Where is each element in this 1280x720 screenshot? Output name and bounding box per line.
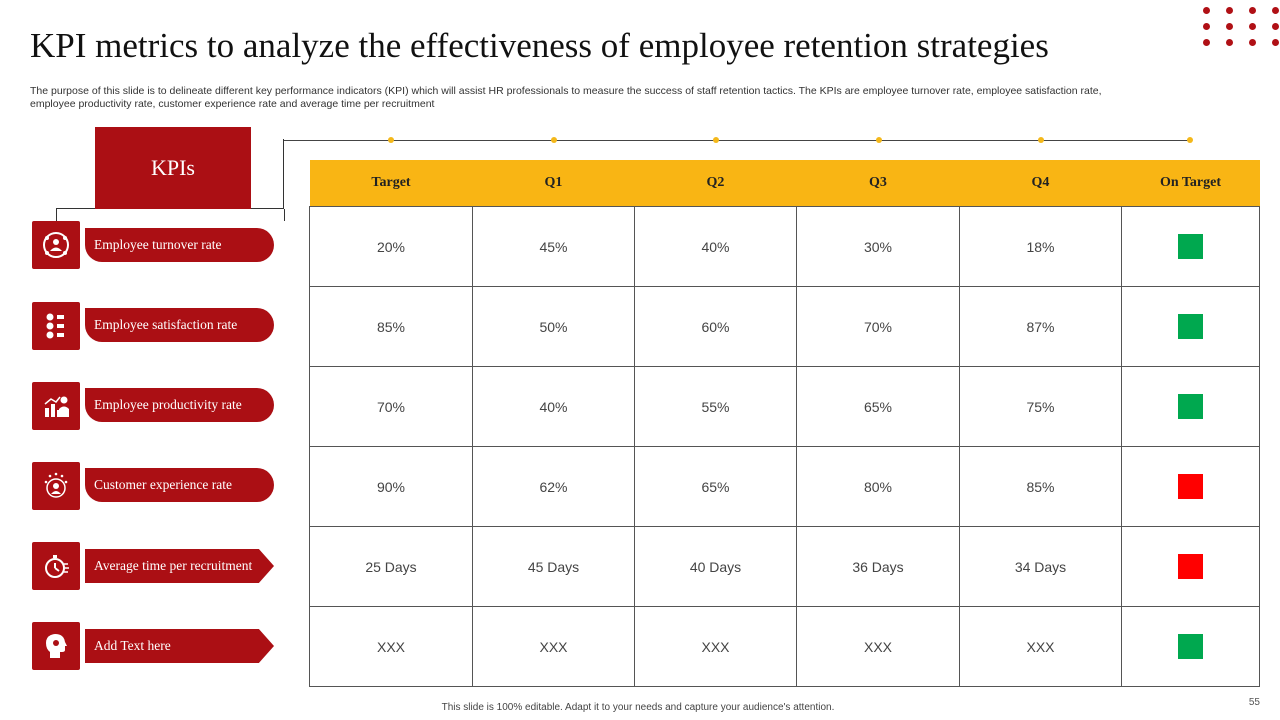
table-cell: 85% — [309, 286, 473, 367]
table-cell: XXX — [472, 606, 635, 687]
rating-faces-icon — [32, 302, 80, 350]
table-cell: 70% — [309, 366, 473, 447]
table-cell: 18% — [959, 206, 1122, 287]
table-cell-status — [1121, 206, 1260, 287]
kpi-table: Target Q1 Q2 Q3 Q4 On Target 20% 45% 40%… — [309, 160, 1260, 687]
table-cell: 34 Days — [959, 526, 1122, 607]
table-cell: 85% — [959, 446, 1122, 527]
kpi-label-turnover: Employee turnover rate — [85, 228, 274, 262]
productivity-chart-icon — [32, 382, 80, 430]
slide-title: KPI metrics to analyze the effectiveness… — [30, 26, 1049, 65]
people-cycle-icon — [32, 221, 80, 269]
table-cell: 65% — [634, 446, 797, 527]
page-number: 55 — [1248, 697, 1260, 708]
table-cell: 80% — [796, 446, 960, 527]
timeline-line — [284, 139, 1191, 141]
timeline-dot — [1187, 137, 1193, 143]
stopwatch-icon — [32, 542, 80, 590]
table-row: 90% 62% 65% 80% 85% — [309, 446, 1260, 527]
column-header-target: Target — [309, 160, 473, 207]
customer-stars-icon — [32, 462, 80, 510]
timeline-dot — [876, 137, 882, 143]
table-cell: 60% — [634, 286, 797, 367]
table-cell: 75% — [959, 366, 1122, 447]
column-header-q2: Q2 — [634, 160, 797, 207]
status-square — [1178, 394, 1203, 419]
table-cell: 30% — [796, 206, 960, 287]
timeline-dot — [713, 137, 719, 143]
table-cell: 70% — [796, 286, 960, 367]
column-header-q4: Q4 — [959, 160, 1122, 207]
column-header-q1: Q1 — [472, 160, 635, 207]
table-cell: 40% — [472, 366, 635, 447]
table-cell: XXX — [634, 606, 797, 687]
status-square — [1178, 314, 1203, 339]
kpi-label-customer-experience: Customer experience rate — [85, 468, 274, 502]
footer-text: This slide is 100% editable. Adapt it to… — [441, 702, 835, 713]
table-row: 20% 45% 40% 30% 18% — [309, 206, 1260, 287]
table-cell-status — [1121, 366, 1260, 447]
table-cell: 40 Days — [634, 526, 797, 607]
table-cell: 55% — [634, 366, 797, 447]
kpi-label-add-text: Add Text here — [85, 629, 274, 663]
table-header-row: Target Q1 Q2 Q3 Q4 On Target — [309, 160, 1260, 207]
column-header-q3: Q3 — [796, 160, 960, 207]
table-cell: 62% — [472, 446, 635, 527]
kpi-connector-line — [283, 139, 284, 209]
kpis-header: KPIs — [95, 127, 251, 209]
table-cell: 45% — [472, 206, 635, 287]
table-cell: 40% — [634, 206, 797, 287]
slide-subtitle: The purpose of this slide is to delineat… — [30, 85, 1102, 110]
kpi-label-recruitment-time: Average time per recruitment — [85, 549, 274, 583]
table-cell: 20% — [309, 206, 473, 287]
table-cell: 25 Days — [309, 526, 473, 607]
table-row: 85% 50% 60% 70% 87% — [309, 286, 1260, 367]
table-cell: XXX — [309, 606, 473, 687]
slide-footer: This slide is 100% editable. Adapt it to… — [0, 702, 1278, 713]
status-square — [1178, 474, 1203, 499]
kpi-label-satisfaction: Employee satisfaction rate — [85, 308, 274, 342]
table-cell-status — [1121, 286, 1260, 367]
table-row: 25 Days 45 Days 40 Days 36 Days 34 Days — [309, 526, 1260, 607]
table-cell: 45 Days — [472, 526, 635, 607]
table-cell: 65% — [796, 366, 960, 447]
table-cell: 90% — [309, 446, 473, 527]
table-row: XXX XXX XXX XXX XXX — [309, 606, 1260, 687]
table-cell: XXX — [959, 606, 1122, 687]
status-square — [1178, 234, 1203, 259]
kpi-label-productivity: Employee productivity rate — [85, 388, 274, 422]
column-header-on-target: On Target — [1121, 160, 1260, 207]
table-row: 70% 40% 55% 65% 75% — [309, 366, 1260, 447]
decorative-dots-icon — [1200, 4, 1280, 48]
table-cell: 36 Days — [796, 526, 960, 607]
status-square — [1178, 634, 1203, 659]
head-profile-icon — [32, 622, 80, 670]
table-cell: XXX — [796, 606, 960, 687]
timeline-dot — [1038, 137, 1044, 143]
table-cell-status — [1121, 446, 1260, 527]
table-cell: 50% — [472, 286, 635, 367]
table-cell-status — [1121, 606, 1260, 687]
kpi-connector-line — [56, 209, 285, 221]
timeline-dot — [551, 137, 557, 143]
timeline-dot — [388, 137, 394, 143]
status-square — [1178, 554, 1203, 579]
table-cell: 87% — [959, 286, 1122, 367]
table-cell-status — [1121, 526, 1260, 607]
